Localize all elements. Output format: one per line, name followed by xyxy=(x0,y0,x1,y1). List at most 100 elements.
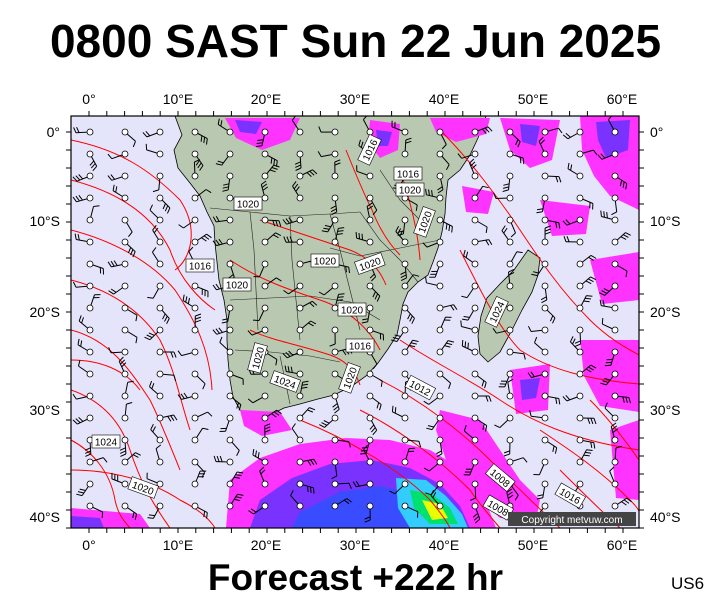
station-marker xyxy=(611,392,619,400)
station-marker xyxy=(86,282,94,290)
station-marker xyxy=(576,414,584,422)
wind-barb-feather xyxy=(317,151,322,157)
wind-barb-feather xyxy=(307,409,314,413)
wind-barb-feather xyxy=(127,247,132,254)
wind-barb-feather xyxy=(484,382,487,389)
wind-barb-feather xyxy=(588,256,594,261)
wind-barb-feather xyxy=(311,300,318,306)
wind-barb-feather xyxy=(115,186,118,193)
wind-barb-feather xyxy=(187,297,190,304)
wind-barb-feather xyxy=(600,210,602,217)
wind-barb-feather xyxy=(503,183,510,186)
wind-barb-feather xyxy=(223,183,230,186)
wind-barb-feather xyxy=(334,159,341,163)
station-marker xyxy=(576,458,584,466)
wind-barb-feather xyxy=(288,350,294,356)
station-marker xyxy=(121,502,129,510)
wind-barb-feather xyxy=(463,425,467,432)
station-marker xyxy=(156,172,164,180)
wind-barb-feather xyxy=(437,186,443,191)
wind-barb-feather xyxy=(372,291,376,298)
station-marker xyxy=(576,172,584,180)
wind-barb-feather xyxy=(309,407,316,411)
wind-barb-feather xyxy=(444,345,451,348)
wind-barb-feather xyxy=(329,343,336,347)
wind-barb-feather xyxy=(628,397,631,404)
wind-barb-feather xyxy=(601,290,608,294)
wind-barb-feather xyxy=(264,426,271,430)
station-marker xyxy=(576,194,584,202)
lon-label-top: 60°E xyxy=(607,91,638,107)
station-marker xyxy=(226,370,234,378)
station-marker xyxy=(506,414,514,422)
wind-barb-feather xyxy=(493,192,497,199)
wind-barb-feather xyxy=(202,383,206,390)
wind-barb-feather xyxy=(604,402,608,409)
station-marker xyxy=(366,304,374,312)
wind-barb-feather xyxy=(448,225,451,232)
wind-barb-feather xyxy=(555,176,559,183)
station-marker xyxy=(296,150,304,158)
station-marker xyxy=(191,150,199,158)
wind-barb-feather xyxy=(79,488,86,491)
station-marker xyxy=(296,282,304,290)
wind-barb-feather xyxy=(273,164,280,168)
wind-barb-feather xyxy=(517,141,521,148)
station-marker xyxy=(541,392,549,400)
wind-barb-feather xyxy=(309,302,315,308)
station-marker xyxy=(296,370,304,378)
station-marker xyxy=(261,436,269,444)
station-marker xyxy=(156,458,164,466)
station-marker xyxy=(541,260,549,268)
wind-barb-feather xyxy=(431,190,433,197)
wind-barb-feather xyxy=(622,396,625,403)
wind-barb-feather xyxy=(622,234,629,238)
wind-barb-feather xyxy=(107,175,113,181)
wind-barb-feather xyxy=(413,274,420,277)
wind-barb-feather xyxy=(481,380,485,387)
wind-barb-feather xyxy=(319,424,325,428)
wind-barb-feather xyxy=(177,394,182,400)
wind-barb-feather xyxy=(84,450,91,454)
wind-barb-feather xyxy=(400,274,407,279)
station-marker xyxy=(436,260,444,268)
station-marker xyxy=(541,216,549,224)
wind-barb-feather xyxy=(536,211,543,214)
wind-barb-feather xyxy=(331,475,338,480)
wind-barb-feather xyxy=(588,278,594,283)
station-marker xyxy=(226,502,234,510)
wind-barb-feather xyxy=(282,353,288,359)
station-marker xyxy=(506,216,514,224)
wind-barb-feather xyxy=(600,153,606,159)
wind-barb-feather xyxy=(372,363,378,370)
station-marker xyxy=(296,194,304,202)
wind-barb-feather xyxy=(585,451,592,454)
wind-barb-feather xyxy=(369,424,375,430)
station-marker xyxy=(296,304,304,312)
wind-barb-feather xyxy=(374,293,379,300)
wind-barb-feather xyxy=(259,466,265,472)
wind-barb-feather xyxy=(461,295,468,299)
lon-label-bottom: 40°E xyxy=(429,537,460,553)
station-marker xyxy=(191,326,199,334)
station-marker xyxy=(261,304,269,312)
station-marker xyxy=(191,370,199,378)
station-marker xyxy=(86,348,94,356)
wind-barb-feather xyxy=(555,221,558,228)
wind-barb-feather xyxy=(587,418,591,424)
station-marker xyxy=(331,238,339,246)
station-marker xyxy=(331,128,339,136)
wind-barb-feather xyxy=(260,469,266,475)
wind-barb-feather xyxy=(471,164,477,170)
wind-barb-feather xyxy=(336,233,343,235)
wind-barb-feather xyxy=(620,236,627,240)
wind-barb-feather xyxy=(369,273,375,279)
wind-barb-feather xyxy=(450,305,455,311)
wind-barb-feather xyxy=(584,297,592,300)
wind-barb-feather xyxy=(399,230,404,237)
station-marker xyxy=(121,282,129,290)
station-marker xyxy=(401,436,409,444)
wind-barb-feather xyxy=(202,427,209,430)
wind-barb-feather xyxy=(484,127,490,133)
